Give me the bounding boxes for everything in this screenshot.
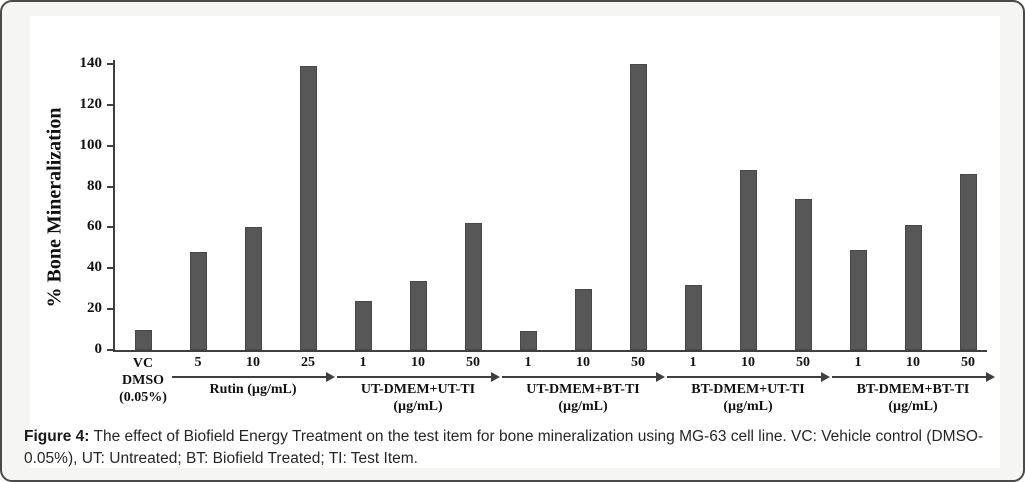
y-tick-label: 100	[79, 136, 103, 153]
group-arrow-head	[656, 372, 665, 382]
y-axis-tick	[107, 349, 114, 351]
y-tick-label: 20	[87, 300, 102, 317]
dose-tick-label: 1	[854, 355, 862, 370]
y-axis-tick	[107, 185, 114, 188]
bar	[134, 330, 152, 350]
bar	[739, 170, 757, 350]
dose-tick-label: 50	[466, 355, 480, 370]
y-axis-tick	[107, 62, 114, 65]
group-label: (µg/mL)	[723, 399, 773, 414]
bar	[519, 331, 537, 350]
dose-tick-label: 5	[194, 355, 202, 370]
group-arrow-head	[491, 372, 500, 382]
group-label: BT-DMEM+BT-TI	[856, 382, 970, 397]
dose-tick-label: 50	[796, 355, 810, 370]
dose-tick-label: 10	[246, 355, 260, 370]
y-tick-label: 120	[79, 95, 103, 112]
bar	[904, 225, 922, 350]
y-axis-tick	[107, 308, 114, 311]
bar	[464, 223, 482, 350]
dose-tick-label: 10	[906, 355, 920, 370]
group-label: (µg/mL)	[888, 399, 938, 414]
y-tick-label: 40	[87, 259, 102, 276]
group-label: VC	[132, 356, 154, 371]
bar	[354, 301, 372, 350]
group-arrow-line	[172, 376, 326, 378]
y-tick-label: 80	[87, 177, 102, 194]
group-label: UT-DMEM+BT-TI	[526, 382, 640, 397]
y-tick-label: 60	[87, 218, 102, 235]
y-tick-label: 0	[94, 341, 103, 357]
dose-tick-label: 1	[524, 355, 532, 370]
y-axis-tick	[107, 144, 114, 147]
group-arrow-line	[667, 376, 821, 378]
dose-tick-label: 25	[301, 355, 315, 370]
figure-caption-label: Figure 4:	[24, 428, 90, 445]
group-arrow-line	[337, 376, 491, 378]
bar	[409, 281, 427, 350]
figure-background	[30, 16, 1000, 468]
group-label: DMSO	[122, 373, 164, 388]
bar	[299, 66, 317, 350]
dose-tick-label: 10	[741, 355, 755, 370]
y-axis-tick	[107, 267, 114, 270]
bar	[574, 289, 592, 350]
y-axis-tick	[107, 226, 114, 229]
group-label: (0.05%)	[119, 390, 167, 405]
group-arrow-head	[326, 372, 335, 382]
bar	[244, 227, 262, 350]
bar	[684, 285, 702, 350]
y-axis-line	[113, 60, 115, 352]
dose-tick-label: 50	[961, 355, 975, 370]
y-tick-label: 140	[79, 54, 103, 71]
bar	[189, 252, 207, 350]
bar	[629, 64, 647, 350]
y-axis-tick	[107, 103, 114, 106]
dose-tick-label: 10	[411, 355, 425, 370]
bar	[959, 174, 977, 350]
figure-caption-text: The effect of Biofield Energy Treatment …	[24, 428, 984, 467]
group-label: Rutin (µg/mL)	[209, 382, 297, 397]
group-arrow-line	[502, 376, 656, 378]
figure-caption: Figure 4: The effect of Biofield Energy …	[24, 426, 1009, 469]
group-label: BT-DMEM+UT-TI	[691, 382, 805, 397]
dose-tick-label: 1	[689, 355, 697, 370]
group-arrow-line	[832, 376, 986, 378]
dose-tick-label: 1	[359, 355, 367, 370]
group-arrow-head	[821, 372, 830, 382]
dose-tick-label: 10	[576, 355, 590, 370]
group-label: (µg/mL)	[393, 399, 443, 414]
bar	[794, 199, 812, 350]
group-arrow-head	[986, 372, 995, 382]
dose-tick-label: 50	[631, 355, 645, 370]
x-axis-line	[113, 350, 987, 352]
group-label: UT-DMEM+UT-TI	[360, 382, 476, 397]
bar	[849, 250, 867, 350]
group-label: (µg/mL)	[558, 399, 608, 414]
